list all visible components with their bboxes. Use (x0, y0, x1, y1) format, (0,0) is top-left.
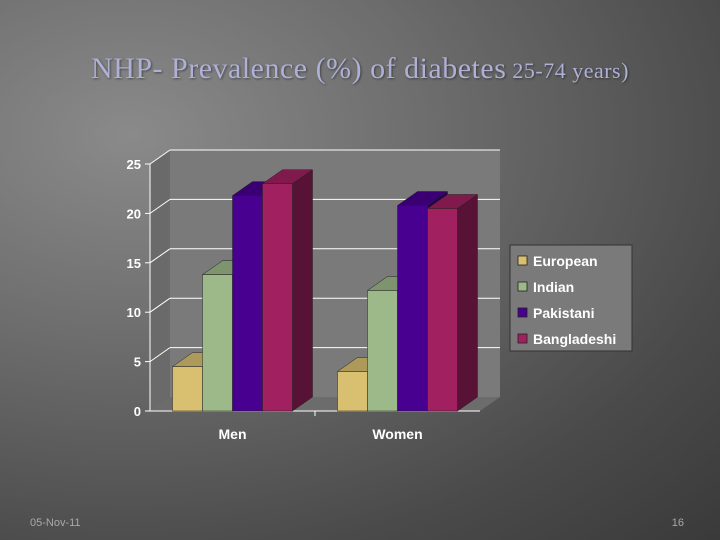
bar-front (397, 205, 428, 412)
bar-bangladeshi-women (426, 193, 479, 412)
slide-title-main: NHP- Prevalence (%) of diabetes (91, 52, 507, 85)
legend-items: European Indian Pakistani Bangladeshi (517, 253, 616, 347)
legend-label: Indian (533, 279, 574, 295)
y-tick-label: 0 (134, 404, 141, 419)
legend-swatch (517, 307, 528, 318)
legend-swatch (517, 281, 528, 292)
y-tick-label: 25 (127, 157, 141, 172)
legend-box (509, 244, 633, 352)
legend-swatch (517, 255, 528, 266)
gridline-side (149, 198, 171, 214)
legend-label: Pakistani (533, 305, 594, 321)
bar-front (202, 274, 233, 412)
bar-side (457, 193, 478, 412)
slide-date: 05-Nov-11 (30, 517, 81, 529)
bar-front (367, 290, 398, 412)
legend-item-bangladeshi: Bangladeshi (517, 331, 616, 347)
legend-item-indian: Indian (517, 279, 574, 295)
x-category-label: Women (372, 426, 422, 442)
y-tick-label: 5 (134, 355, 141, 370)
plot-area: 0 5 10 15 20 25 Men Women (127, 149, 500, 442)
slide-number: 16 (671, 517, 684, 529)
x-category-label: Men (219, 426, 247, 442)
gridline-side (149, 248, 171, 264)
slide-title: NHP- Prevalence (%) of diabetes 25-74 ye… (0, 52, 720, 86)
bar-front (337, 371, 368, 412)
legend-item-european: European (517, 253, 598, 269)
gridline-side (149, 149, 171, 165)
gridline-side (149, 347, 171, 363)
legend-item-pakistani: Pakistani (517, 305, 594, 321)
bars (171, 169, 479, 412)
side-wall (150, 150, 170, 411)
legend: European Indian Pakistani Bangladeshi (509, 244, 633, 352)
x-axis-categories: Men Women (219, 411, 423, 442)
y-tick-label: 20 (127, 206, 141, 221)
gridline-side (149, 297, 171, 313)
bar-side (292, 169, 313, 412)
bar-bangladeshi-men (261, 169, 314, 412)
y-tick-label: 15 (127, 256, 141, 271)
slide-title-sub: 25-74 years) (506, 58, 629, 83)
legend-label: Bangladeshi (533, 331, 616, 347)
bar-front (172, 366, 203, 412)
y-axis-ticks: 0 5 10 15 20 25 (127, 157, 150, 419)
legend-label: European (533, 253, 598, 269)
bar-front (427, 208, 458, 412)
y-tick-label: 10 (127, 305, 141, 320)
bar-front (232, 195, 263, 412)
bar-front (262, 183, 293, 412)
legend-swatch (517, 333, 528, 344)
